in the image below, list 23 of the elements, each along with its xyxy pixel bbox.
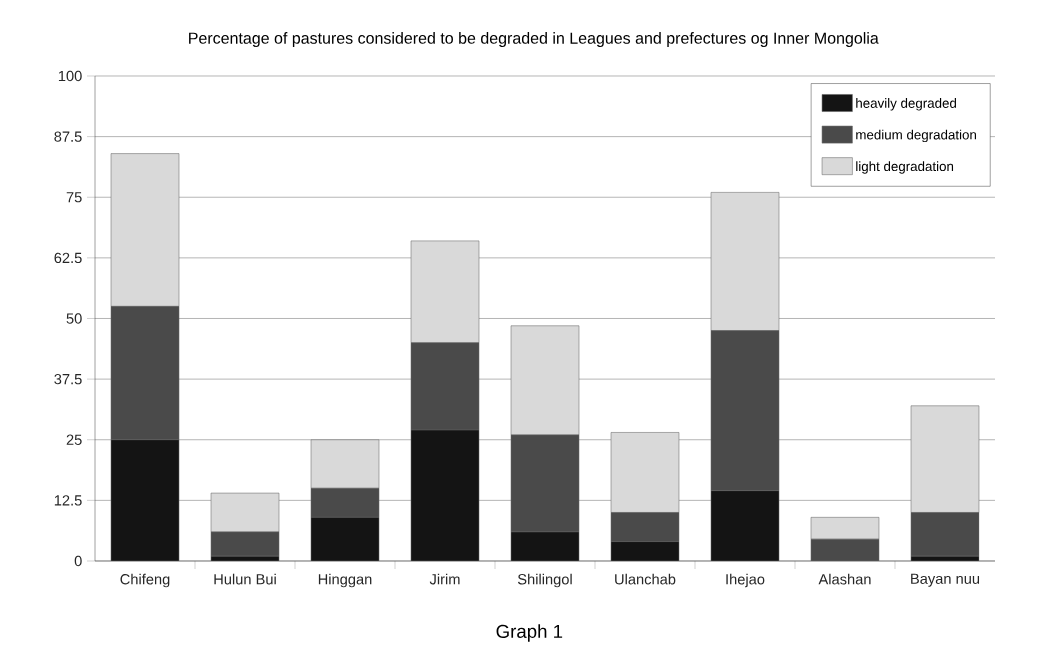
x-tick-label: Ulanchab: [615, 573, 676, 585]
x-tick-label: Hinggan: [318, 573, 372, 588]
y-tick-label: 75: [66, 192, 82, 203]
y-tick-label: 50: [66, 313, 82, 324]
legend-label: heavily degraded: [856, 98, 957, 111]
x-tick-label: Alashan: [818, 573, 871, 585]
y-tick-label: 12.5: [54, 495, 82, 506]
y-tick-label: 37.5: [54, 373, 82, 385]
y-tick-label: 100: [58, 70, 82, 82]
x-tick-label: Jirim: [429, 573, 460, 585]
x-tick-label: Ihejao: [726, 573, 765, 588]
x-tick-label: Hulun Bui: [214, 573, 276, 585]
caption: Graph 1: [496, 624, 563, 642]
x-tick-label: Chifeng: [120, 573, 170, 588]
x-tick-label: Shilingol: [517, 573, 572, 588]
y-tick-label: 0: [74, 555, 82, 567]
chart-title: Percentage of pastures considered to be degraded in Leagues and prefectures og Inner Mongolia: [189, 32, 879, 47]
y-tick-label: 87.5: [54, 131, 82, 142]
legend-label: medium degradation: [856, 129, 976, 143]
y-tick-label: 62.5: [54, 252, 82, 264]
x-tick-label: Bayan nuu: [911, 573, 980, 587]
legend-label: light degradation: [856, 161, 954, 174]
y-tick-label: 25: [66, 434, 82, 445]
